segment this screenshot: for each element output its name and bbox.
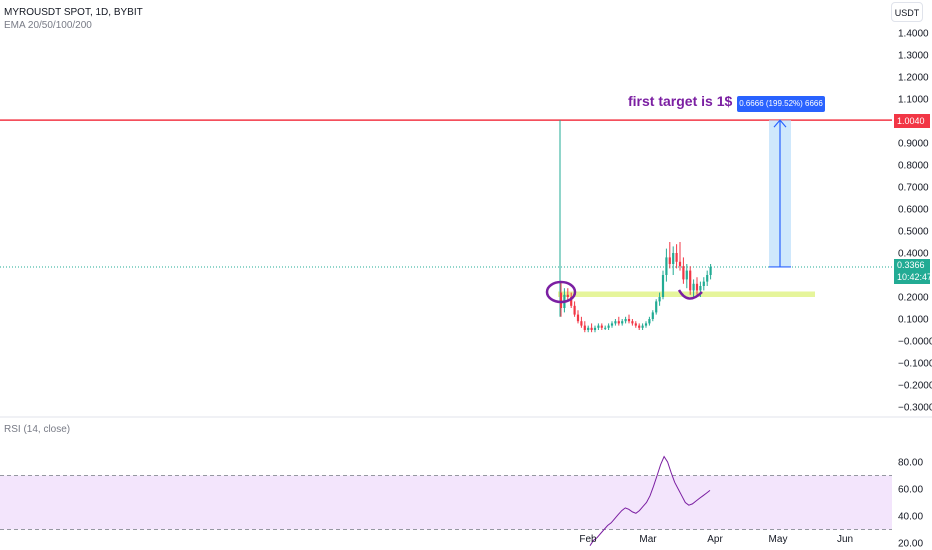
price-tick-label: 0.2000	[898, 293, 929, 304]
price-tick-label: 0.9000	[898, 139, 929, 150]
candle-body	[573, 305, 576, 315]
time-tick-label: Mar	[639, 534, 657, 545]
candle-body	[648, 319, 651, 324]
candle-body	[678, 261, 682, 267]
measure-label: 0.6666 (199.52%) 6666	[737, 96, 825, 112]
indicator-title[interactable]: EMA 20/50/100/200	[4, 20, 92, 31]
candle-body	[709, 266, 712, 275]
candle-body	[672, 253, 675, 264]
rsi-tick-label: 40.00	[898, 512, 923, 523]
price-tick-label: 1.1000	[898, 95, 929, 106]
time-tick-label: Jun	[837, 534, 853, 545]
candle-body	[587, 327, 590, 330]
candle-body	[576, 314, 580, 322]
time-tick-label: May	[769, 534, 788, 545]
candle-body	[682, 266, 685, 280]
support-zone[interactable]	[558, 291, 815, 298]
measure-arrow-head	[773, 119, 787, 128]
candle-body	[638, 325, 641, 328]
candle-body	[655, 301, 658, 313]
candle-body	[607, 325, 610, 328]
candle-body	[590, 327, 593, 330]
price-tick-label: 0.5000	[898, 227, 929, 238]
candle-body	[610, 323, 614, 326]
rsi-tick-label: 80.00	[898, 458, 923, 469]
annotation-text[interactable]: first target is 1$	[628, 93, 733, 109]
candle-body	[624, 319, 627, 322]
rsi-band	[0, 475, 892, 530]
last-price-value: 0.3366	[897, 260, 925, 270]
purple-circle-marker[interactable]	[545, 280, 577, 304]
time-axis[interactable]: Feb Mar Apr May Jun	[579, 534, 853, 545]
candle-body	[621, 321, 624, 324]
price-tick-label: −0.1000	[898, 359, 932, 370]
candle-body	[559, 292, 563, 308]
candle-body	[699, 286, 702, 291]
candle-body	[631, 321, 634, 324]
candle-body	[593, 327, 597, 330]
candle-body	[685, 270, 688, 280]
candle-body	[641, 325, 644, 328]
price-tick-label: 0.1000	[898, 315, 929, 326]
chart-legend: MYROUSDT SPOT, 1D, BYBIT EMA 20/50/100/2…	[4, 6, 143, 32]
candle-body	[566, 294, 569, 297]
candle-body	[580, 321, 583, 326]
candle-body	[675, 253, 678, 262]
price-tick-label: 0.4000	[898, 249, 929, 260]
candle-body	[627, 319, 631, 322]
time-tick-label: Feb	[579, 534, 597, 545]
currency-button[interactable]: USDT	[891, 2, 923, 22]
candle-body	[702, 281, 705, 286]
candle-body	[644, 323, 648, 326]
candle-body	[597, 325, 600, 328]
candle-body	[695, 283, 699, 291]
target-price-tag: 1.0040	[894, 114, 930, 128]
candle-body	[634, 323, 637, 326]
last-price-tag: 0.3366 10:42:47	[894, 259, 932, 284]
purple-curve-marker[interactable]	[677, 289, 703, 300]
candle-body	[614, 321, 617, 324]
price-tick-label: 0.7000	[898, 183, 929, 194]
candle-body	[583, 325, 586, 330]
candles-group	[559, 242, 712, 333]
candle-body	[651, 312, 654, 319]
symbol-title[interactable]: MYROUSDT SPOT, 1D, BYBIT	[4, 7, 143, 18]
candle-body	[600, 325, 603, 328]
candle-body	[689, 270, 692, 291]
candle-body	[570, 297, 573, 306]
rsi-tick-label: 60.00	[898, 485, 923, 496]
candle-body	[661, 275, 665, 297]
candle-body	[668, 257, 671, 264]
candle-body	[617, 321, 620, 324]
price-tick-label: −0.0000	[898, 337, 932, 348]
rsi-line	[589, 455, 711, 546]
countdown-value: 10:42:47	[897, 272, 932, 282]
candle-body	[665, 257, 668, 275]
price-tick-label: −0.3000	[898, 403, 932, 414]
price-tick-label: 1.3000	[898, 51, 929, 62]
price-tick-label: 1.4000	[898, 29, 929, 40]
price-tick-label: 0.8000	[898, 161, 929, 172]
rsi-axis[interactable]: 80.00 60.00 40.00 20.00	[898, 458, 923, 550]
price-tick-label: 1.2000	[898, 73, 929, 84]
candle-body	[692, 283, 695, 291]
candle-body	[658, 297, 661, 302]
price-tick-label: −0.2000	[898, 381, 932, 392]
price-tick-label: 0.6000	[898, 205, 929, 216]
time-tick-label: Apr	[707, 534, 723, 545]
candle-body	[604, 327, 607, 329]
rsi-legend[interactable]: RSI (14, close)	[4, 424, 71, 435]
rsi-tick-label: 20.00	[898, 539, 923, 550]
price-axis[interactable]: 1.4000 1.3000 1.2000 1.1000 0.9000 0.8000 0.70…	[898, 29, 932, 414]
candle-body	[706, 275, 709, 282]
